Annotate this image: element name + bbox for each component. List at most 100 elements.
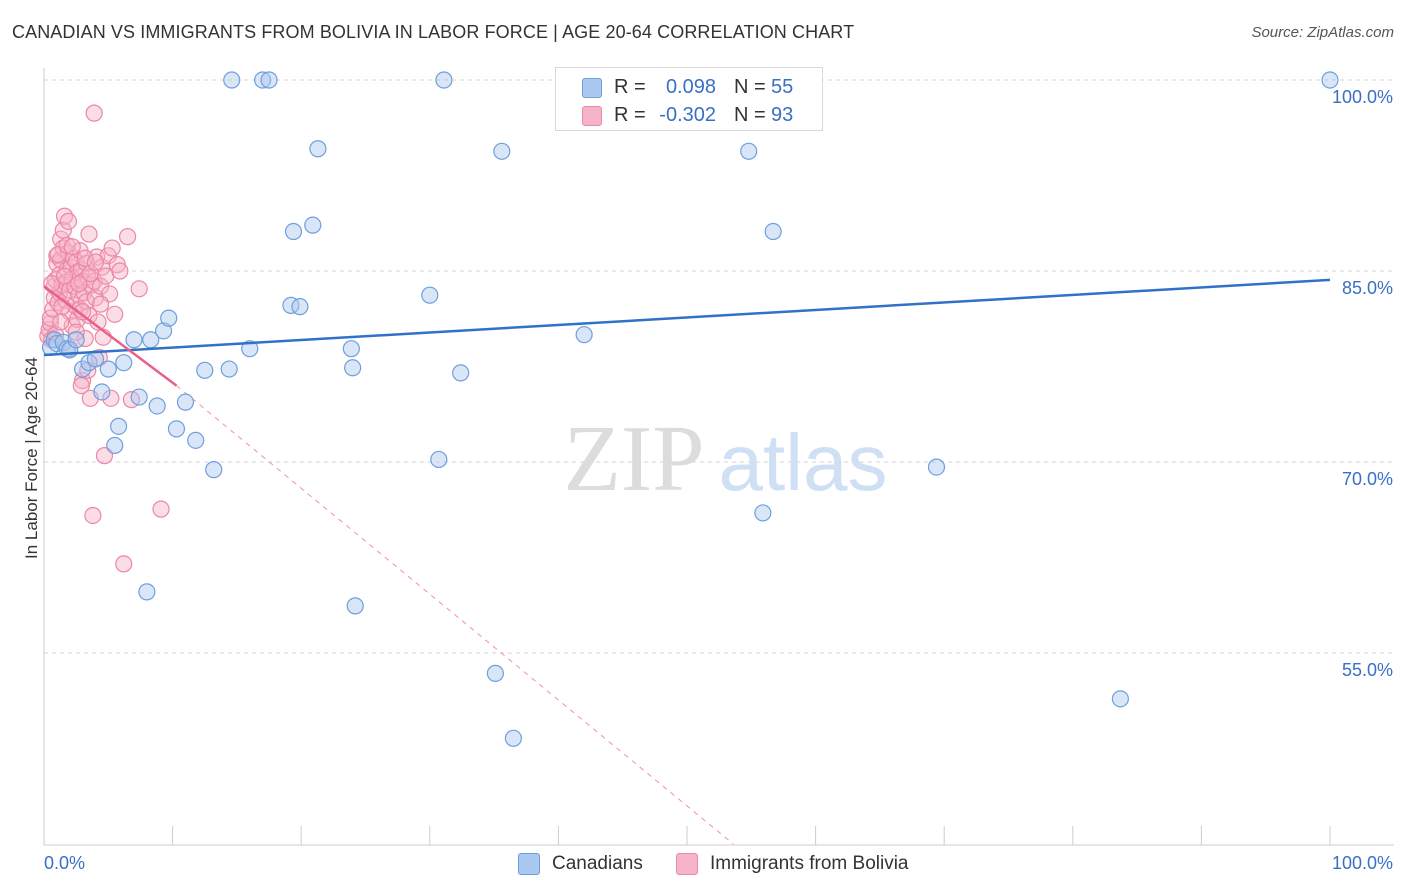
bottom-legend-label: Canadians [552, 853, 643, 874]
point-canadians [223, 71, 241, 89]
legend-r-value: -0.302 [659, 103, 716, 126]
bottom-legend-bolivia[interactable]: Immigrants from Bolivia [676, 852, 909, 876]
point-bolivia [63, 238, 81, 256]
point-canadians [284, 222, 303, 241]
trend-bolivia-extension [176, 385, 734, 845]
point-canadians [67, 331, 85, 349]
series-bolivia-points [39, 104, 170, 573]
legend-n-value: 55 [771, 75, 794, 98]
point-bolivia [95, 447, 114, 465]
point-canadians [106, 436, 124, 455]
point-bolivia [55, 267, 74, 285]
point-canadians [346, 597, 364, 615]
point-canadians [260, 71, 278, 89]
point-bolivia [76, 329, 94, 348]
point-canadians [504, 729, 522, 747]
point-canadians [1111, 690, 1129, 708]
point-canadians [493, 142, 511, 160]
point-bolivia [86, 253, 105, 271]
x-tick-labels: 0.0% 100.0% [44, 853, 1393, 873]
point-canadians [138, 583, 156, 601]
point-bolivia [106, 305, 124, 323]
point-canadians [254, 71, 272, 89]
bottom-legend-canadians[interactable]: Canadians [518, 852, 643, 876]
point-canadians [435, 71, 453, 89]
point-bolivia [80, 225, 98, 243]
point-bolivia [49, 245, 67, 264]
legend-r-label: R = [614, 103, 646, 126]
point-canadians [130, 388, 148, 406]
legend-swatch-pink [582, 106, 602, 126]
point-canadians [291, 298, 309, 316]
point-canadians [160, 309, 178, 327]
point-canadians [115, 354, 133, 372]
point-canadians [220, 360, 238, 378]
point-canadians [421, 286, 439, 304]
point-bolivia [59, 212, 78, 230]
point-canadians [125, 331, 143, 349]
point-canadians [154, 322, 173, 340]
point-bolivia [91, 295, 110, 313]
trend-dashed-extension [176, 385, 734, 845]
grid-lines [44, 79, 1394, 654]
point-bolivia [72, 377, 90, 395]
point-canadians [344, 359, 362, 377]
point-bolivia [102, 389, 120, 407]
point-bolivia [152, 500, 170, 518]
point-bolivia [77, 292, 96, 311]
point-bolivia [103, 239, 121, 257]
point-canadians [575, 326, 593, 344]
trend-bolivia [43, 285, 178, 387]
point-canadians [430, 450, 448, 469]
legend-r-label: R = [614, 75, 646, 98]
point-canadians [304, 216, 322, 234]
legend-n-value: 93 [771, 103, 794, 126]
stats-legend: R = 0.098 N = 55 R = -0.302 N = 93 [555, 67, 823, 131]
y-tick-label: 55.0% [1342, 660, 1393, 680]
bottom-legend-swatch-blue [518, 853, 540, 875]
y-tick-label: 100.0% [1332, 87, 1393, 107]
point-bolivia [73, 303, 92, 321]
point-canadians [342, 340, 360, 358]
point-canadians [205, 461, 223, 479]
x-tick-label: 0.0% [44, 853, 85, 873]
series-canadians-points [41, 71, 1339, 747]
point-bolivia [111, 262, 129, 280]
point-canadians [93, 383, 111, 401]
point-canadians [99, 360, 117, 378]
legend-n-label: N = [734, 75, 766, 98]
point-canadians [241, 340, 259, 358]
point-canadians [109, 417, 128, 435]
chart-title: CANADIAN VS IMMIGRANTS FROM BOLIVIA IN L… [12, 22, 855, 42]
watermark-atlas: atlas [719, 418, 888, 507]
trend-lines [43, 278, 1331, 387]
watermark: ZIP atlas [564, 407, 888, 511]
legend-swatch-blue [582, 78, 602, 98]
point-canadians [187, 431, 205, 449]
y-tick-label: 70.0% [1342, 469, 1393, 489]
point-bolivia [52, 313, 70, 331]
y-tick-label: 85.0% [1342, 278, 1393, 298]
point-canadians [740, 142, 758, 160]
point-canadians [452, 364, 470, 382]
point-canadians [196, 361, 214, 379]
point-canadians [764, 222, 782, 241]
watermark-zip: ZIP [564, 407, 705, 511]
point-canadians [148, 397, 166, 415]
point-canadians [73, 360, 92, 378]
bottom-legend-label: Immigrants from Bolivia [710, 853, 909, 874]
chart-source: Source: ZipAtlas.com [1251, 24, 1394, 41]
legend-n-label: N = [734, 103, 766, 126]
trend-canadians [43, 278, 1331, 357]
point-bolivia [76, 249, 94, 267]
point-canadians [176, 393, 195, 411]
point-bolivia [84, 506, 102, 525]
point-canadians [927, 458, 946, 476]
point-canadians [754, 504, 772, 522]
y-tick-labels: 55.0% 70.0% 85.0% 100.0% [1332, 87, 1393, 680]
point-bolivia [115, 555, 133, 573]
bottom-legend-swatch-pink [676, 853, 698, 875]
point-bolivia [130, 280, 148, 298]
x-tick-label: 100.0% [1332, 853, 1393, 873]
